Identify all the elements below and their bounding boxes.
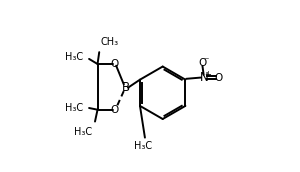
Text: N: N [200, 71, 208, 84]
Text: H₃C: H₃C [65, 103, 83, 113]
Text: O: O [214, 73, 223, 83]
Text: CH₃: CH₃ [101, 37, 119, 47]
Text: H₃C: H₃C [134, 141, 152, 151]
Text: H₃C: H₃C [74, 127, 92, 137]
Text: H₃C: H₃C [65, 52, 83, 62]
Text: B: B [122, 81, 130, 94]
Text: O: O [110, 59, 118, 69]
Text: O: O [198, 58, 207, 68]
Text: ⁻: ⁻ [203, 56, 209, 66]
Text: O: O [110, 105, 118, 115]
Text: +: + [204, 70, 211, 79]
